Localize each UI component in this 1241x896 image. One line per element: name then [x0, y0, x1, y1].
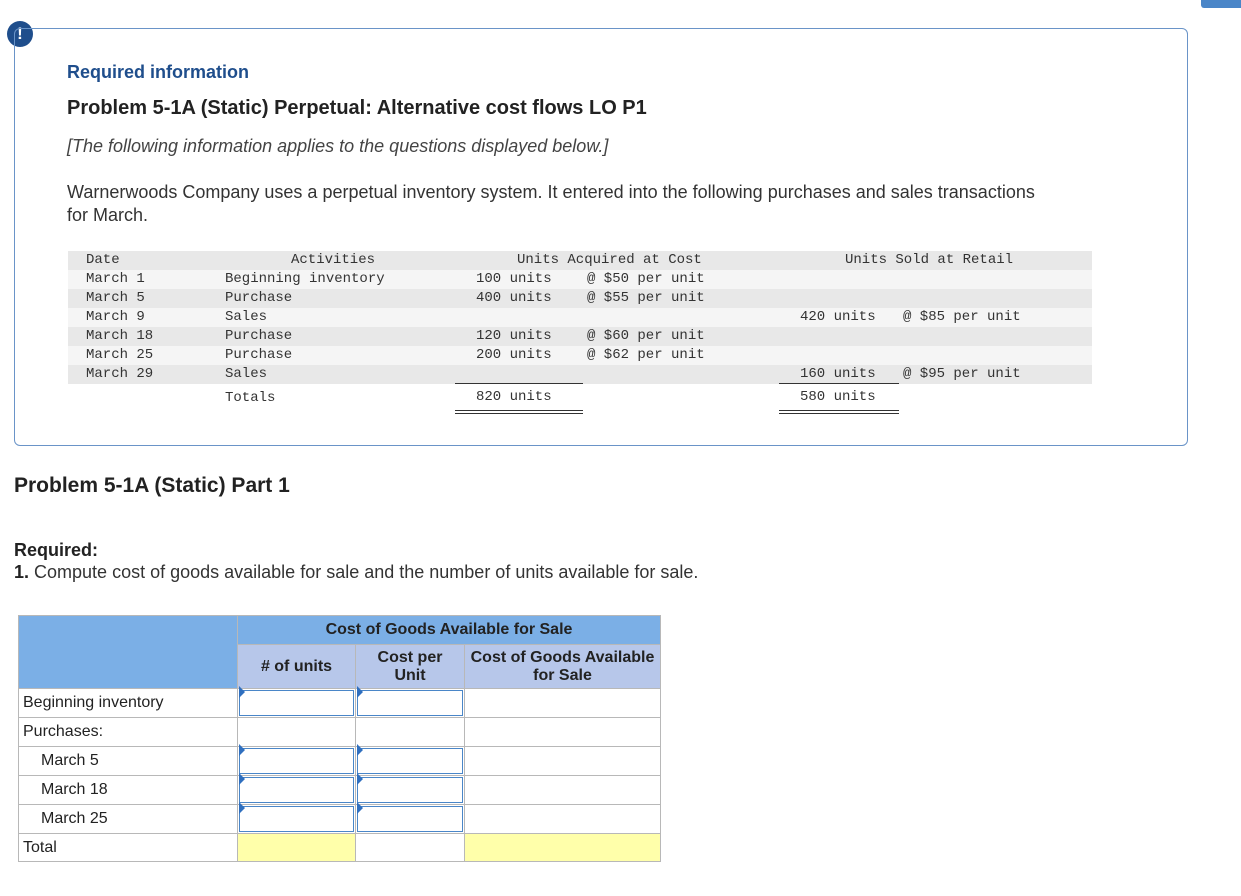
totals-sold-units: 580 units [800, 389, 876, 405]
subnote: [The following information applies to th… [67, 136, 609, 156]
row-activity: Purchase [225, 290, 293, 306]
row-acquired-units: 100 units [476, 271, 552, 287]
intro-line-1: Warnerwoods Company uses a perpetual inv… [67, 182, 1035, 202]
col-cost-per-unit-line-2: Unit [394, 666, 426, 684]
instruction-text: Compute cost of goods available for sale… [34, 562, 699, 582]
cost-of-goods-available-table: Cost of Goods Available for Sale # of un… [18, 615, 661, 862]
row-beginning-inventory: Beginning inventory [18, 688, 238, 718]
header-date: Date [86, 252, 120, 268]
instruction-number: 1. [14, 562, 30, 582]
row-acquired-units: 120 units [476, 328, 552, 344]
row-date: March 1 [86, 271, 145, 287]
row-march-25: March 25 [18, 804, 238, 834]
header-units-acquired: Units Acquired at Cost [517, 252, 702, 268]
sold-total-double-line-1 [779, 410, 899, 411]
totals-acquired-units: 820 units [476, 389, 552, 405]
beginning-cogas-cell [464, 688, 661, 718]
row-activity: Sales [225, 366, 268, 382]
col-cogas-header: Cost of Goods Available for Sale [464, 644, 661, 689]
total-cogas-cell [464, 833, 661, 862]
march18-units-input[interactable] [237, 773, 356, 805]
group-header: Cost of Goods Available for Sale [237, 615, 661, 645]
corner-tab[interactable] [1201, 0, 1241, 8]
required-info-heading: Required information [67, 62, 250, 82]
row-march-18: March 18 [18, 775, 238, 805]
row-sold-price: @ $95 per unit [903, 366, 1021, 382]
totals-label: Totals [225, 390, 276, 406]
row-label-header [18, 615, 238, 689]
march5-cost-per-unit-input[interactable] [355, 744, 465, 776]
row-date: March 5 [86, 290, 145, 306]
row-activity: Sales [225, 309, 268, 325]
row-acquired-cost: @ $62 per unit [587, 347, 705, 363]
row-date: March 25 [86, 347, 154, 363]
row-acquired-cost: @ $50 per unit [587, 271, 705, 287]
purchases-cost-cell [355, 717, 465, 747]
sold-total-double-line-2 [779, 413, 899, 414]
col-cogas-line-1: Cost of Goods Available [470, 648, 655, 666]
row-acquired-units: 400 units [476, 290, 552, 306]
part-title: Problem 5-1A (Static) Part 1 [14, 474, 290, 497]
row-march-5: March 5 [18, 746, 238, 776]
march5-units-input[interactable] [237, 744, 356, 776]
acquired-subtotal-line [455, 383, 583, 384]
row-acquired-cost: @ $55 per unit [587, 290, 705, 306]
col-units-header: # of units [237, 644, 356, 689]
col-cogas-line-2: for Sale [533, 666, 592, 684]
required-information-panel [14, 28, 1188, 446]
row-sold-price: @ $85 per unit [903, 309, 1021, 325]
sold-subtotal-line [779, 383, 899, 384]
march25-units-input[interactable] [237, 802, 356, 834]
col-cost-per-unit-header: Cost per Unit [355, 644, 465, 689]
row-sold-units: 420 units [800, 309, 876, 325]
purchases-cogas-cell [464, 717, 661, 747]
row-activity: Beginning inventory [225, 271, 385, 287]
header-units-sold: Units Sold at Retail [845, 252, 1014, 268]
row-activity: Purchase [225, 347, 293, 363]
beginning-cost-per-unit-input[interactable] [355, 686, 465, 718]
march18-cogas-cell [464, 775, 661, 805]
beginning-units-input[interactable] [237, 686, 356, 718]
problem-title: Problem 5-1A (Static) Perpetual: Alterna… [67, 97, 647, 119]
row-sold-units: 160 units [800, 366, 876, 382]
march18-cost-per-unit-input[interactable] [355, 773, 465, 805]
required-label: Required: [14, 540, 99, 560]
purchases-units-cell [237, 717, 356, 747]
row-acquired-units: 200 units [476, 347, 552, 363]
header-activities: Activities [291, 252, 376, 268]
row-activity: Purchase [225, 328, 293, 344]
instruction: 1. Compute cost of goods available for s… [14, 562, 698, 583]
row-purchases: Purchases: [18, 717, 238, 747]
march25-cost-per-unit-input[interactable] [355, 802, 465, 834]
row-date: March 29 [86, 366, 154, 382]
intro-line-2: for March. [67, 205, 149, 225]
march5-cogas-cell [464, 746, 661, 776]
row-date: March 9 [86, 309, 145, 325]
march25-cogas-cell [464, 804, 661, 834]
total-units-cell [237, 833, 356, 862]
intro-text: Warnerwoods Company uses a perpetual inv… [67, 181, 1157, 227]
total-cost-per-unit-cell [355, 833, 465, 862]
col-cost-per-unit-line-1: Cost per [377, 648, 443, 666]
row-acquired-cost: @ $60 per unit [587, 328, 705, 344]
acquired-total-double-line-2 [455, 413, 583, 414]
acquired-total-double-line-1 [455, 410, 583, 411]
row-total: Total [18, 833, 238, 862]
row-date: March 18 [86, 328, 154, 344]
